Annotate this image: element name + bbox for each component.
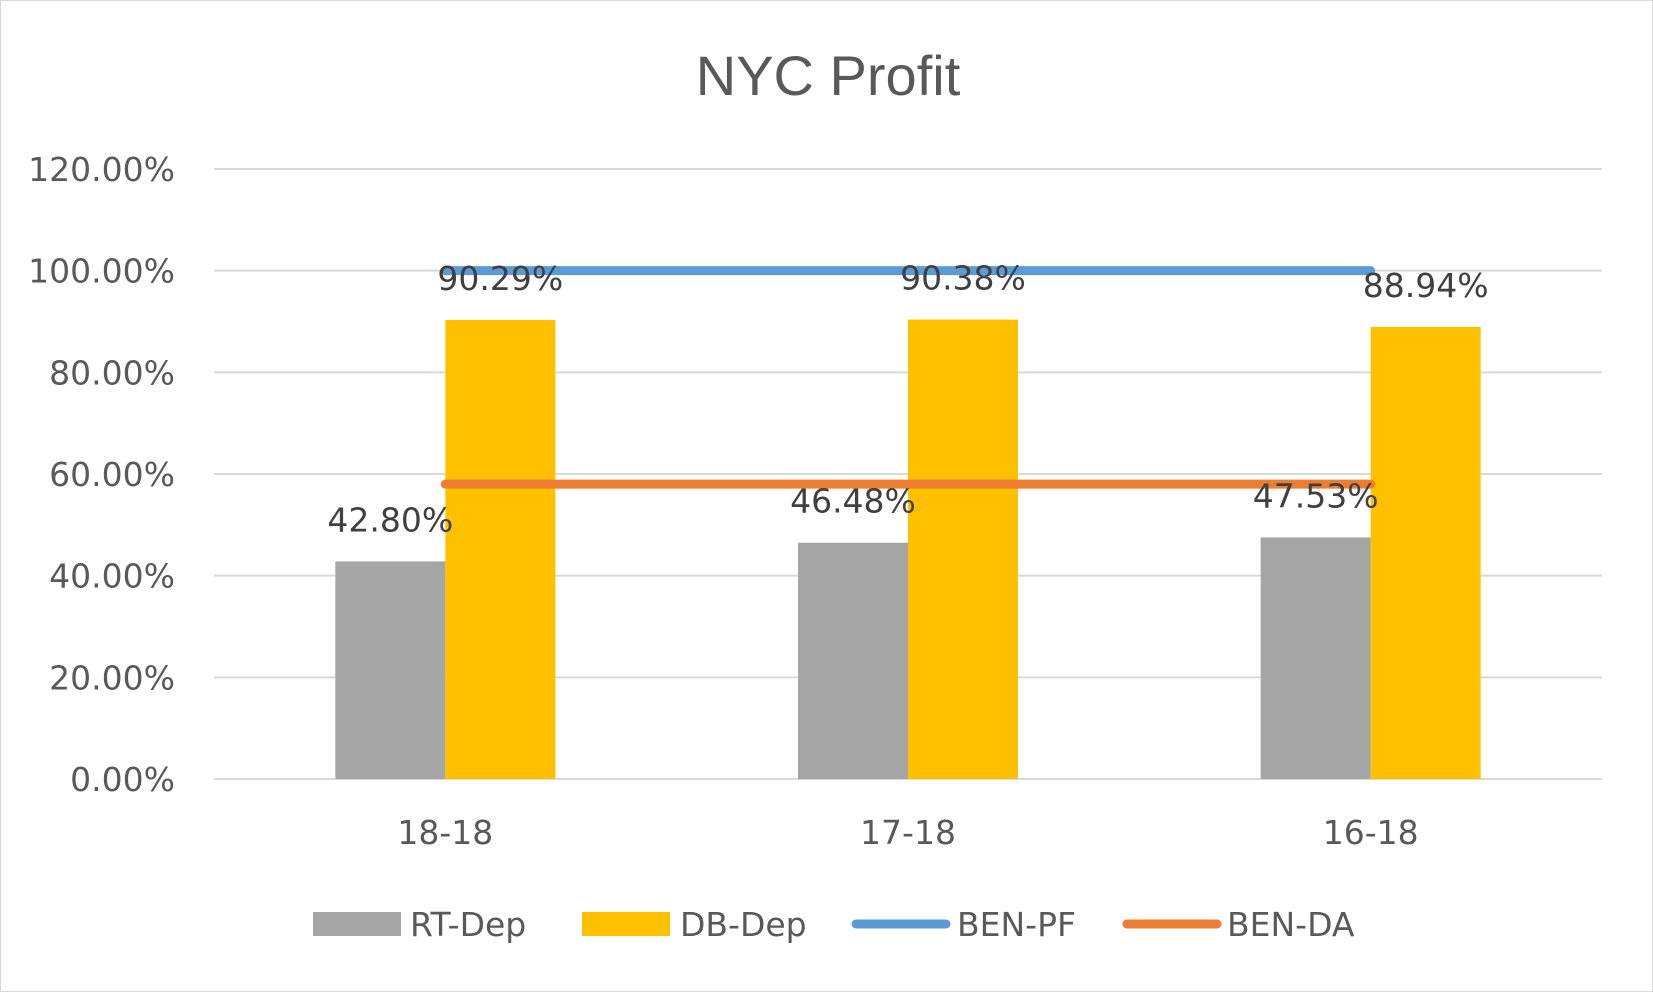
data-label: 47.53% [1253,476,1379,515]
bar-db-dep [908,319,1018,779]
data-label: 46.48% [790,482,916,521]
y-tick-label: 40.00% [49,557,175,596]
bar-db-dep [1370,326,1481,779]
bar-rt-dep [335,561,446,779]
y-axis-ticks: 0.00% 20.00% 40.00% 60.00% 80.00% 100.00% 120.… [28,150,175,799]
x-tick-label: 16-18 [1323,813,1419,852]
data-labels: 42.80% 46.48% 47.53% 90.29% 90.38% 88.94% [327,259,1488,540]
x-axis-ticks: 18-18 17-18 16-18 [397,813,1418,852]
chart-title: NYC Profit [696,44,961,107]
bar-rt-dep [798,542,908,779]
data-label: 42.80% [327,500,453,539]
legend-swatch-db-dep [582,912,670,936]
legend-label: DB-Dep [680,905,807,944]
bar-db-dep [445,320,556,779]
legend-label: BEN-PF [957,905,1076,944]
y-tick-label: 120.00% [28,150,175,189]
x-tick-label: 18-18 [397,813,493,852]
y-tick-label: 0.00% [70,760,175,799]
series-lines [440,266,1376,489]
y-tick-label: 60.00% [49,455,175,494]
legend: RT-Dep DB-Dep BEN-PF BEN-DA [313,905,1355,944]
data-label: 88.94% [1363,266,1489,305]
legend-label: BEN-DA [1227,905,1355,944]
y-tick-label: 100.00% [28,252,175,291]
bar-rt-dep [1260,537,1371,779]
y-tick-label: 20.00% [49,658,175,697]
y-tick-label: 80.00% [49,353,175,392]
data-label: 90.29% [437,259,563,298]
data-label: 90.38% [900,259,1026,298]
legend-label: RT-Dep [410,905,526,944]
x-tick-label: 17-18 [860,813,956,852]
bars [335,319,1481,779]
legend-swatch-rt-dep [313,912,401,936]
